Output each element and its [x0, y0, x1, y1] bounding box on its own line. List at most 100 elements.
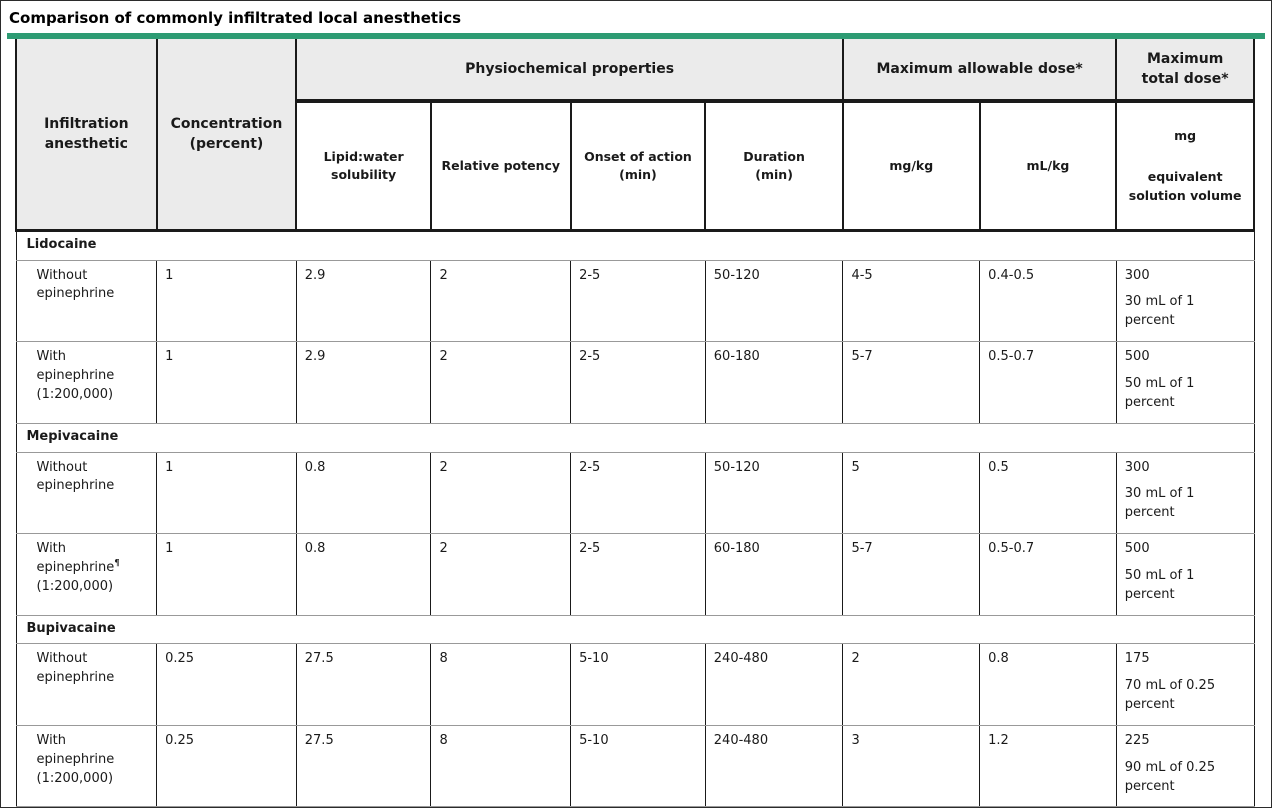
total-dose-volume: 70 mL of 0.25 percent	[1124, 678, 1216, 713]
data-row: ProcaineΔ10.615-1060-907-100.7-150050 mL…	[15, 806, 1255, 807]
subheader-ml-per-kg: mL/kg	[978, 98, 1118, 232]
cell-anesthetic-name: Without epinephrine	[15, 643, 158, 726]
total-dose-volume: 30 mL of 1 percent	[1124, 294, 1195, 329]
header-maximum-allowable-dose: Maximum allowable dose*	[841, 39, 1118, 102]
data-row: With epinephrine (1:200,000) 0.25 27.5 8 5-1…	[15, 724, 1255, 807]
subheader-mg-equivalent-solution-volume: mg equivalent solution volume	[1115, 98, 1255, 232]
cell-maximum-total-dose: 175 70 mL of 0.25 percent	[1115, 643, 1255, 726]
accent-bar-top	[7, 33, 1265, 39]
cell-concentration: 0.25	[156, 724, 297, 807]
cell-duration: 60-180	[704, 341, 844, 424]
cell-lipid-water-solubility: 2.9	[295, 341, 432, 424]
data-row: With epinephrine¶ (1:200,000) 1 0.8 2 2-5 60-…	[15, 533, 1255, 616]
table-header: Infiltration anesthetic Concentration (p…	[15, 39, 1255, 232]
cell-duration: 240-480	[704, 643, 844, 726]
cell-lipid-water-solubility: 27.5	[295, 724, 432, 807]
cell-ml-per-kg: 0.5-0.7	[979, 533, 1117, 616]
cell-onset-of-action: 2-5	[570, 533, 706, 616]
header-row-groups: Infiltration anesthetic Concentration (p…	[15, 39, 1255, 232]
data-row: Without epinephrine 1 0.8 2 2-5 50-120 5 0.5 300…	[15, 451, 1255, 535]
table-wrap: Infiltration anesthetic Concentration (p…	[1, 39, 1271, 807]
cell-mg-per-kg: 3	[842, 724, 981, 807]
group-row: Bupivacaine	[15, 614, 1255, 645]
data-row: With epinephrine (1:200,000) 1 2.9 2 2-5 60-1…	[15, 341, 1255, 424]
header-infiltration-anesthetic: Infiltration anesthetic	[15, 39, 158, 232]
cell-lipid-water-solubility: 0.8	[295, 533, 432, 616]
cell-relative-potency: 2	[430, 259, 572, 343]
cell-concentration: 1	[156, 259, 297, 343]
cell-ml-per-kg: 0.4-0.5	[979, 259, 1117, 343]
total-dose-mg: 175	[1124, 651, 1150, 667]
header-maximum-total-dose: Maximum total dose*	[1115, 39, 1255, 102]
total-dose-mg: 500	[1124, 349, 1150, 365]
cell-concentration: 0.25	[156, 643, 297, 726]
cell-onset-of-action: 5-10	[570, 724, 706, 807]
total-dose-mg: 500	[1124, 541, 1150, 557]
cell-mg-per-kg: 4-5	[842, 259, 981, 343]
total-dose-mg: 225	[1124, 732, 1150, 748]
cell-maximum-total-dose: 500 50 mL of 1 percent	[1115, 533, 1255, 616]
total-dose-volume: 50 mL of 1 percent	[1124, 567, 1195, 602]
cell-mg-per-kg: 5-7	[842, 341, 981, 424]
cell-duration: 240-480	[704, 724, 844, 807]
cell-duration: 50-120	[704, 259, 844, 343]
cell-duration: 60-180	[704, 533, 844, 616]
cell-maximum-total-dose: 225 90 mL of 0.25 percent	[1115, 724, 1255, 807]
data-row: Without epinephrine 1 2.9 2 2-5 50-120 4-5 0.4-…	[15, 259, 1255, 343]
cell-anesthetic-name: With epinephrine (1:200,000)	[15, 341, 158, 424]
subheader-equivalent-volume-line: equivalent solution volume	[1128, 169, 1242, 203]
header-concentration: Concentration (percent)	[155, 39, 298, 232]
group-label: Lidocaine	[15, 229, 1255, 261]
cell-anesthetic-name: Without epinephrine	[15, 451, 158, 535]
cell-concentration: 1	[156, 451, 297, 535]
total-dose-volume: 50 mL of 1 percent	[1124, 375, 1195, 410]
data-row: Without epinephrine 0.25 27.5 8 5-10 240-480 2…	[15, 643, 1255, 726]
subheader-onset-of-action: Onset of action (min)	[569, 98, 707, 232]
cell-lipid-water-solubility: 27.5	[295, 643, 432, 726]
cell-anesthetic-name: With epinephrine (1:200,000)	[15, 724, 158, 807]
cell-relative-potency: 2	[430, 341, 572, 424]
group-label: Bupivacaine	[15, 614, 1255, 645]
cell-onset-of-action: 5-10	[570, 643, 706, 726]
cell-mg-per-kg: 2	[842, 643, 981, 726]
anesthetics-table: Infiltration anesthetic Concentration (p…	[15, 39, 1255, 807]
cell-relative-potency: 2	[430, 533, 572, 616]
cell-onset-of-action: 2-5	[570, 341, 706, 424]
cell-anesthetic-name: With epinephrine¶ (1:200,000)	[15, 533, 158, 616]
cell-onset-of-action: 2-5	[570, 259, 706, 343]
cell-onset-of-action: 5-10	[570, 806, 706, 807]
total-dose-mg: 300	[1124, 267, 1150, 283]
header-row-subcolumns: Lipid:water solubility Relative potency …	[16, 98, 1255, 232]
subheader-duration: Duration (min)	[704, 98, 844, 232]
cell-lipid-water-solubility: 0.8	[295, 451, 432, 535]
table-title: Comparison of commonly infiltrated local…	[9, 9, 462, 27]
group-row: Lidocaine	[15, 229, 1255, 261]
subheader-mg-line: mg	[1174, 128, 1197, 144]
cell-ml-per-kg: 0.5	[979, 451, 1117, 535]
cell-maximum-total-dose: 500 50 mL of 1 percent	[1115, 341, 1255, 424]
cell-concentration: 1	[156, 533, 297, 616]
group-row: Mepivacaine	[15, 422, 1255, 453]
cell-lipid-water-solubility: 0.6	[295, 806, 432, 807]
cell-lipid-water-solubility: 2.9	[295, 259, 432, 343]
cell-ml-per-kg: 1.2	[979, 724, 1117, 807]
cell-relative-potency: 2	[430, 451, 572, 535]
cell-ml-per-kg: 0.8	[979, 643, 1117, 726]
cell-maximum-total-dose: 300 30 mL of 1 percent	[1115, 451, 1255, 535]
cell-mg-per-kg: 5-7	[842, 533, 981, 616]
total-dose-mg: 300	[1124, 459, 1150, 475]
group-label: Mepivacaine	[15, 422, 1255, 453]
header-physiochemical-properties: Physiochemical properties	[295, 39, 844, 102]
total-dose-volume: 30 mL of 1 percent	[1124, 486, 1195, 521]
cell-mg-per-kg: 5	[842, 451, 981, 535]
cell-anesthetic-name: Without epinephrine	[15, 259, 158, 343]
cell-relative-potency: 8	[430, 643, 572, 726]
cell-ml-per-kg: 0.5-0.7	[979, 341, 1117, 424]
total-dose-volume: 90 mL of 0.25 percent	[1124, 759, 1216, 794]
cell-duration: 50-120	[704, 451, 844, 535]
subheader-mg-per-kg: mg/kg	[841, 98, 981, 232]
cell-concentration: 1	[156, 341, 297, 424]
cell-relative-potency: 8	[430, 724, 572, 807]
